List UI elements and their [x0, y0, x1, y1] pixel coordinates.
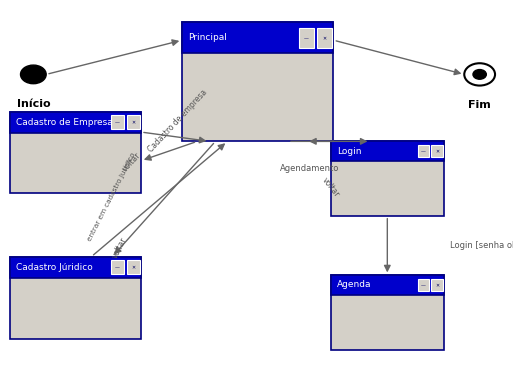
Bar [10, 112, 141, 193]
Text: voltar: voltar [110, 236, 129, 260]
Bar [431, 279, 443, 291]
Bar [299, 28, 314, 48]
Text: ✕: ✕ [435, 148, 439, 154]
Circle shape [473, 70, 486, 79]
Text: —: — [115, 266, 120, 270]
Text: Login [senha ok]: Login [senha ok] [450, 241, 513, 250]
Text: Agenda: Agenda [337, 280, 371, 289]
Text: entrar em cadastro Jurídico: entrar em cadastro Jurídico [86, 151, 136, 242]
Bar [111, 115, 124, 129]
Bar [10, 257, 141, 278]
Bar [111, 260, 124, 274]
Text: voltar: voltar [321, 176, 342, 199]
Text: Fim: Fim [468, 100, 491, 110]
Text: —: — [115, 121, 120, 125]
Bar [331, 275, 444, 295]
Text: Agendamento: Agendamento [280, 164, 339, 173]
Bar [317, 28, 332, 48]
Bar [127, 260, 140, 274]
Bar [331, 141, 444, 161]
Text: ✕: ✕ [131, 265, 135, 270]
Text: voltar: voltar [121, 150, 143, 173]
Circle shape [464, 63, 495, 86]
Bar [182, 22, 333, 53]
Bar [331, 141, 444, 216]
Text: Cadastro Júridico: Cadastro Júridico [16, 263, 93, 272]
Text: Principal: Principal [188, 33, 227, 42]
Text: ✕: ✕ [131, 120, 135, 125]
Text: —: — [304, 36, 309, 41]
Text: Cadastro de empresa: Cadastro de empresa [146, 88, 209, 154]
Text: ✕: ✕ [435, 282, 439, 288]
Text: Login: Login [337, 147, 362, 155]
Bar [331, 275, 444, 350]
Bar [431, 145, 443, 157]
Bar [182, 22, 333, 141]
Bar [10, 112, 141, 133]
Bar [127, 115, 140, 129]
Text: Início: Início [16, 99, 50, 109]
Text: ✕: ✕ [322, 35, 326, 40]
Bar [10, 257, 141, 339]
Text: —: — [421, 149, 426, 154]
Bar [418, 145, 429, 157]
Text: —: — [421, 283, 426, 288]
Text: Cadastro de Empresa: Cadastro de Empresa [16, 118, 113, 127]
Circle shape [21, 65, 46, 84]
Bar [418, 279, 429, 291]
